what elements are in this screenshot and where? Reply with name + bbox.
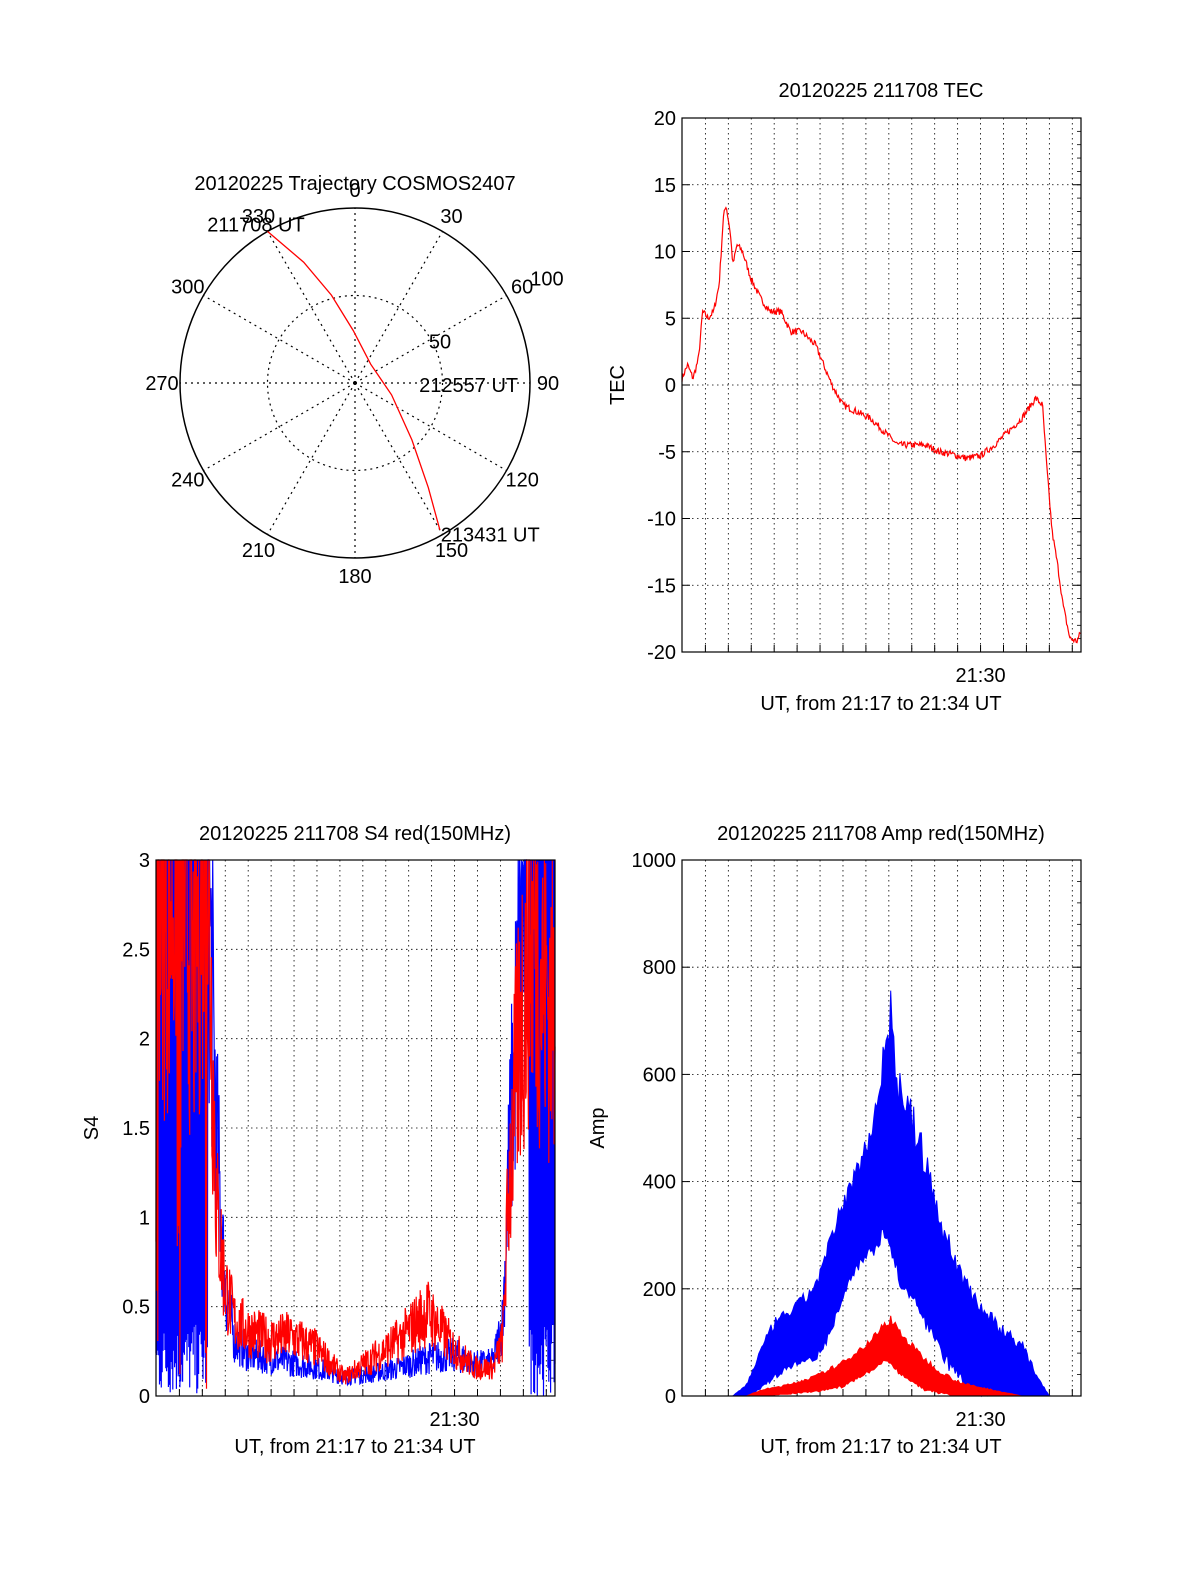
s4-x-axis-label: UT, from 21:17 to 21:34 UT (234, 1436, 475, 1458)
y-tick-label: -15 (647, 575, 676, 597)
s4-plot-frame (155, 859, 556, 1397)
y-tick-label: 20 (654, 108, 676, 130)
y-tick-label: 400 (643, 1172, 676, 1194)
s4-x-tick-label: 21:30 (430, 1409, 480, 1431)
polar-angle-label: 300 (171, 277, 204, 299)
amp-chart: 20120225 211708 Amp red(150MHz) 0 200 400 6… (587, 823, 1082, 1458)
tec-title: 20120225 211708 TEC (779, 80, 984, 102)
y-tick-label: 0 (139, 1386, 150, 1408)
y-tick-label: 1 (139, 1207, 150, 1229)
polar-angle-label: 60 (511, 277, 533, 299)
polar-spokes (180, 208, 530, 558)
y-tick-label: 2 (139, 1029, 150, 1051)
y-tick-label: 3 (139, 850, 150, 872)
y-tick-label: 15 (654, 175, 676, 197)
tec-y-axis-label: TEC (607, 365, 629, 405)
y-tick-label: -5 (658, 442, 676, 464)
s4-y-tick-labels: 0 0.5 1 1.5 2 2.5 3 (122, 850, 150, 1408)
tec-x-tick-label: 21:30 (956, 665, 1006, 687)
polar-angle-label: 0 (349, 180, 360, 202)
s4-series-blue (155, 859, 556, 1396)
tec-grid (682, 117, 1081, 653)
polar-spoke (354, 382, 507, 472)
polar-angle-label: 240 (171, 470, 204, 492)
trajectory-end-label: 213431 UT (441, 525, 540, 547)
polar-title: 20120225 Trajectory COSMOS2407 (194, 173, 515, 195)
polar-angle-label: 330 (242, 206, 275, 228)
amp-y-tick-labels: 0 200 400 600 800 1000 (632, 850, 677, 1408)
tec-y-tick-labels: -20 -15 -10 -5 0 5 10 15 20 (647, 108, 676, 664)
amp-series-blue (682, 990, 1081, 1398)
polar-radius-label-100: 100 (530, 268, 563, 290)
polar-spoke (354, 382, 444, 535)
y-tick-label: 0 (665, 375, 676, 397)
polar-angle-labels: 0 30 60 90 120 150 180 210 240 270 300 330 (145, 180, 559, 588)
y-tick-label: 10 (654, 242, 676, 264)
tec-plot-frame (681, 117, 1082, 653)
y-tick-label: 800 (643, 957, 676, 979)
polar-radius-label-50: 50 (429, 331, 451, 353)
amp-y-axis-label: Amp (587, 1107, 609, 1148)
y-tick-label: 1000 (632, 850, 677, 872)
y-tick-label: 5 (665, 308, 676, 330)
s4-series-red (155, 859, 556, 1389)
polar-angle-label: 180 (338, 566, 371, 588)
polar-spoke (266, 382, 356, 535)
amp-title: 20120225 211708 Amp red(150MHz) (717, 823, 1045, 845)
polar-spoke (203, 294, 356, 384)
polar-spoke (354, 231, 444, 384)
polar-angle-label: 270 (145, 373, 178, 395)
tec-x-axis-label: UT, from 21:17 to 21:34 UT (760, 693, 1001, 715)
polar-angle-label: 120 (505, 470, 538, 492)
trajectory-line (267, 230, 441, 531)
polar-angle-label: 90 (537, 373, 559, 395)
y-tick-label: 200 (643, 1279, 676, 1301)
tec-chart: 20120225 211708 TEC -20-15-10-505101520 … (607, 80, 1082, 715)
polar-angle-label: 150 (435, 540, 468, 562)
polar-angle-label: 30 (440, 206, 462, 228)
s4-chart: 20120225 211708 S4 red(150MHz) 0 0.5 1 1.5 2… (81, 823, 556, 1458)
polar-spoke (203, 382, 356, 472)
s4-y-axis-label: S4 (81, 1116, 103, 1140)
y-tick-label: 1.5 (122, 1118, 150, 1140)
s4-title: 20120225 211708 S4 red(150MHz) (199, 823, 511, 845)
amp-x-axis-label: UT, from 21:17 to 21:34 UT (760, 1436, 1001, 1458)
polar-spoke (354, 294, 507, 384)
polar-trajectory-chart: 20120225 Trajectory COSMOS2407 0 30 60 90 12… (145, 173, 563, 588)
trajectory-start-label: 211708 UT (207, 214, 304, 236)
y-tick-label: -10 (647, 509, 676, 531)
y-tick-label: 0 (665, 1386, 676, 1408)
amp-plot-frame (681, 859, 1082, 1397)
trajectory-mid-label: 212557 UT (419, 375, 518, 397)
amp-series-red (682, 1315, 1081, 1397)
y-tick-label: 0.5 (122, 1297, 150, 1319)
polar-angle-label: 210 (242, 540, 275, 562)
y-tick-label: 600 (643, 1064, 676, 1086)
amp-x-tick-label: 21:30 (956, 1409, 1006, 1431)
tec-series-line (681, 206, 1082, 644)
y-tick-label: 2.5 (122, 939, 150, 961)
polar-spoke (266, 231, 356, 384)
polar-inner-circle (266, 294, 444, 472)
y-tick-label: -20 (647, 642, 676, 664)
